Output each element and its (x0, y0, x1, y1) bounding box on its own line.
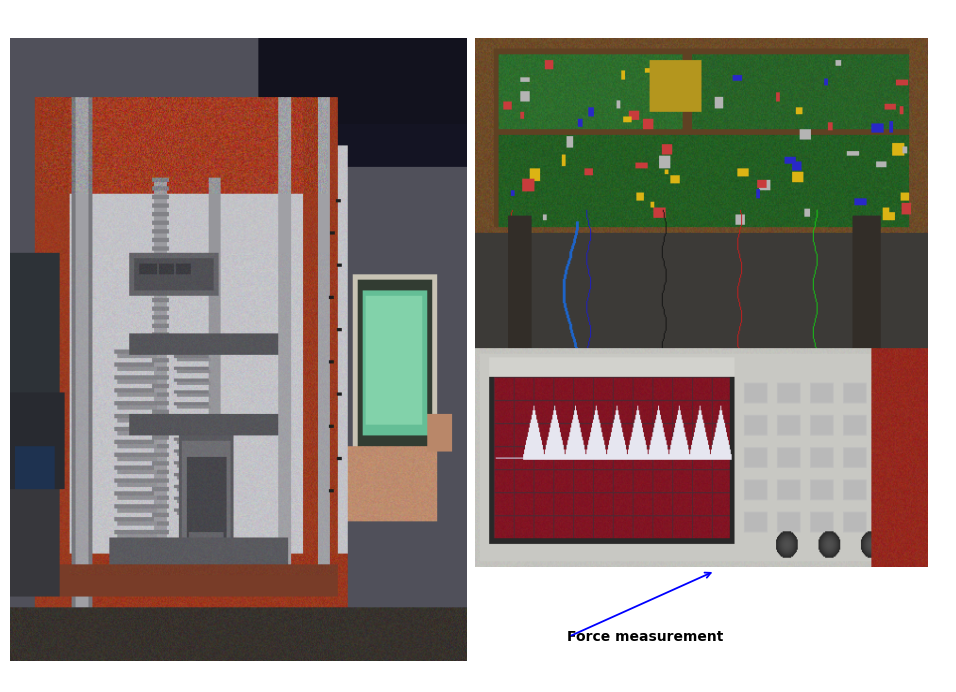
Text: FFT analyser: FFT analyser (330, 189, 404, 201)
Text: Accelerometer: Accelerometer (27, 66, 113, 79)
Text: Load cell: Load cell (158, 236, 210, 248)
Text: Variable damper: Variable damper (174, 388, 272, 401)
Text: Spring 2: Spring 2 (174, 319, 224, 331)
Text: Spring 1: Spring 1 (46, 319, 96, 331)
Text: Force measurement: Force measurement (567, 630, 724, 644)
